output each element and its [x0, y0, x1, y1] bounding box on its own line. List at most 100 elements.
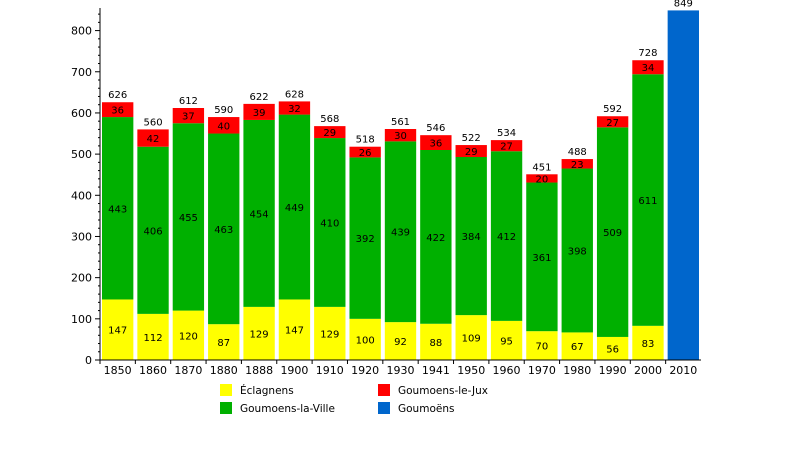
legend-label-2: Goumoens-le-Jux — [398, 385, 488, 397]
x-tick-label-1888: 1888 — [245, 364, 273, 377]
bar-segment-1960-1 — [490, 151, 523, 321]
segment-label-1860-1: 406 — [143, 226, 162, 237]
bar-segment-2000-2 — [632, 60, 664, 75]
bar-segment-1920-0 — [349, 318, 381, 360]
total-label-2000: 728 — [638, 48, 657, 59]
total-label-1880: 590 — [214, 105, 233, 116]
bar-segment-1880-0 — [208, 324, 240, 360]
segment-label-2000-1: 611 — [638, 196, 657, 207]
bar-segment-1900-1 — [278, 114, 311, 300]
bars-layer — [102, 10, 699, 360]
bar-segment-1860-1 — [137, 146, 169, 314]
x-tick-label-1970: 1970 — [528, 364, 556, 377]
bar-segment-1970-1 — [526, 182, 558, 332]
segment-label-1910-0: 129 — [320, 329, 339, 340]
total-label-1970: 451 — [532, 162, 551, 173]
segment-label-1920-1: 392 — [356, 234, 375, 245]
segment-label-1980-2: 23 — [571, 160, 584, 171]
y-tick-label-300: 300 — [71, 230, 92, 243]
bar-segment-2000-1 — [632, 74, 664, 326]
bar-segment-1980-2 — [561, 159, 593, 169]
x-tick-label-1880: 1880 — [210, 364, 238, 377]
segment-label-1941-1: 422 — [426, 233, 445, 244]
y-tick-label-500: 500 — [71, 148, 92, 161]
x-tick-label-1900: 1900 — [280, 364, 308, 377]
segment-label-2000-0: 83 — [642, 339, 655, 350]
bar-segment-1910-0 — [314, 306, 346, 360]
bar-segment-1950-1 — [455, 157, 487, 316]
segment-label-1888-2: 39 — [253, 108, 266, 119]
total-label-1930: 561 — [391, 117, 410, 128]
x-tick-label-1920: 1920 — [351, 364, 379, 377]
segment-label-1910-2: 29 — [323, 128, 336, 139]
total-label-1910: 568 — [320, 114, 339, 125]
total-label-1850: 626 — [108, 90, 127, 101]
bar-segment-1900-0 — [278, 299, 311, 360]
total-label-2010: 849 — [674, 0, 693, 9]
segment-label-1970-0: 70 — [536, 342, 549, 353]
bar-segment-1970-0 — [526, 331, 558, 360]
bar-segment-1860-2 — [137, 129, 169, 147]
segment-label-1990-0: 56 — [606, 344, 619, 355]
segment-label-1900-1: 449 — [285, 203, 304, 214]
segment-label-1850-0: 147 — [108, 326, 127, 337]
segment-label-1990-1: 509 — [603, 228, 622, 239]
y-tick-label-400: 400 — [71, 189, 92, 202]
bar-segment-1980-1 — [561, 168, 593, 333]
axes-layer: 1850 1860 1870 1880 1888 1900 1910 1920 1930 1941… — [71, 8, 701, 377]
total-label-1870: 612 — [179, 96, 198, 107]
bar-segment-1870-2 — [172, 108, 205, 124]
segment-label-1970-2: 20 — [536, 174, 549, 185]
bar-segment-1888-0 — [243, 306, 275, 360]
bar-segment-2010-3 — [667, 10, 699, 360]
segment-label-1920-0: 100 — [356, 335, 375, 346]
segment-label-1880-2: 40 — [217, 121, 230, 132]
legend-swatch-0 — [220, 384, 232, 396]
y-tick-label-800: 800 — [71, 25, 92, 38]
segment-label-1980-1: 398 — [568, 246, 587, 257]
bar-segment-1850-0 — [102, 299, 134, 360]
segment-label-1960-2: 27 — [500, 142, 513, 153]
segment-label-1930-2: 30 — [394, 131, 407, 142]
segment-label-1860-0: 112 — [143, 333, 162, 344]
segment-label-1950-0: 109 — [462, 334, 481, 345]
bar-segment-1960-2 — [490, 140, 523, 152]
bar-segment-1910-2 — [314, 126, 346, 139]
bar-segment-1880-1 — [208, 133, 240, 325]
segment-label-1930-1: 439 — [391, 228, 410, 239]
segment-label-1870-0: 120 — [179, 331, 198, 342]
x-tick-label-1910: 1910 — [316, 364, 344, 377]
segment-label-1950-1: 384 — [462, 232, 481, 243]
x-tick-label-1930: 1930 — [387, 364, 415, 377]
total-label-1941: 546 — [426, 123, 445, 134]
bar-segment-1990-1 — [596, 127, 629, 337]
bar-segment-1888-2 — [243, 103, 275, 120]
x-tick-label-1960: 1960 — [493, 364, 521, 377]
x-tick-label-1941: 1941 — [422, 364, 450, 377]
x-tick-label-1990: 1990 — [599, 364, 627, 377]
segment-label-2000-2: 34 — [642, 63, 655, 74]
bar-segment-1860-0 — [137, 313, 169, 360]
bar-segment-1930-0 — [384, 322, 417, 360]
bar-segment-1870-0 — [172, 310, 205, 360]
total-label-1920: 518 — [356, 135, 375, 146]
segment-label-1960-1: 412 — [497, 232, 516, 243]
bar-segment-1930-2 — [384, 129, 417, 142]
segment-label-1900-2: 32 — [288, 104, 301, 115]
bar-segment-1910-1 — [314, 138, 346, 307]
bar-segment-1970-2 — [526, 174, 558, 183]
bar-segment-1870-1 — [172, 123, 205, 311]
bar-segment-1941-2 — [420, 135, 452, 150]
total-label-1980: 488 — [568, 147, 587, 158]
bar-segment-1950-0 — [455, 315, 487, 360]
bar-segment-1900-2 — [278, 101, 311, 115]
segment-label-1960-0: 95 — [500, 336, 513, 347]
bar-segment-1850-1 — [102, 117, 134, 300]
x-tick-label-2010: 2010 — [669, 364, 697, 377]
bar-segment-1880-2 — [208, 117, 240, 134]
total-label-1900: 628 — [285, 89, 304, 100]
segment-label-1941-2: 36 — [429, 139, 442, 150]
x-tick-label-1860: 1860 — [139, 364, 167, 377]
segment-label-1870-1: 455 — [179, 213, 198, 224]
